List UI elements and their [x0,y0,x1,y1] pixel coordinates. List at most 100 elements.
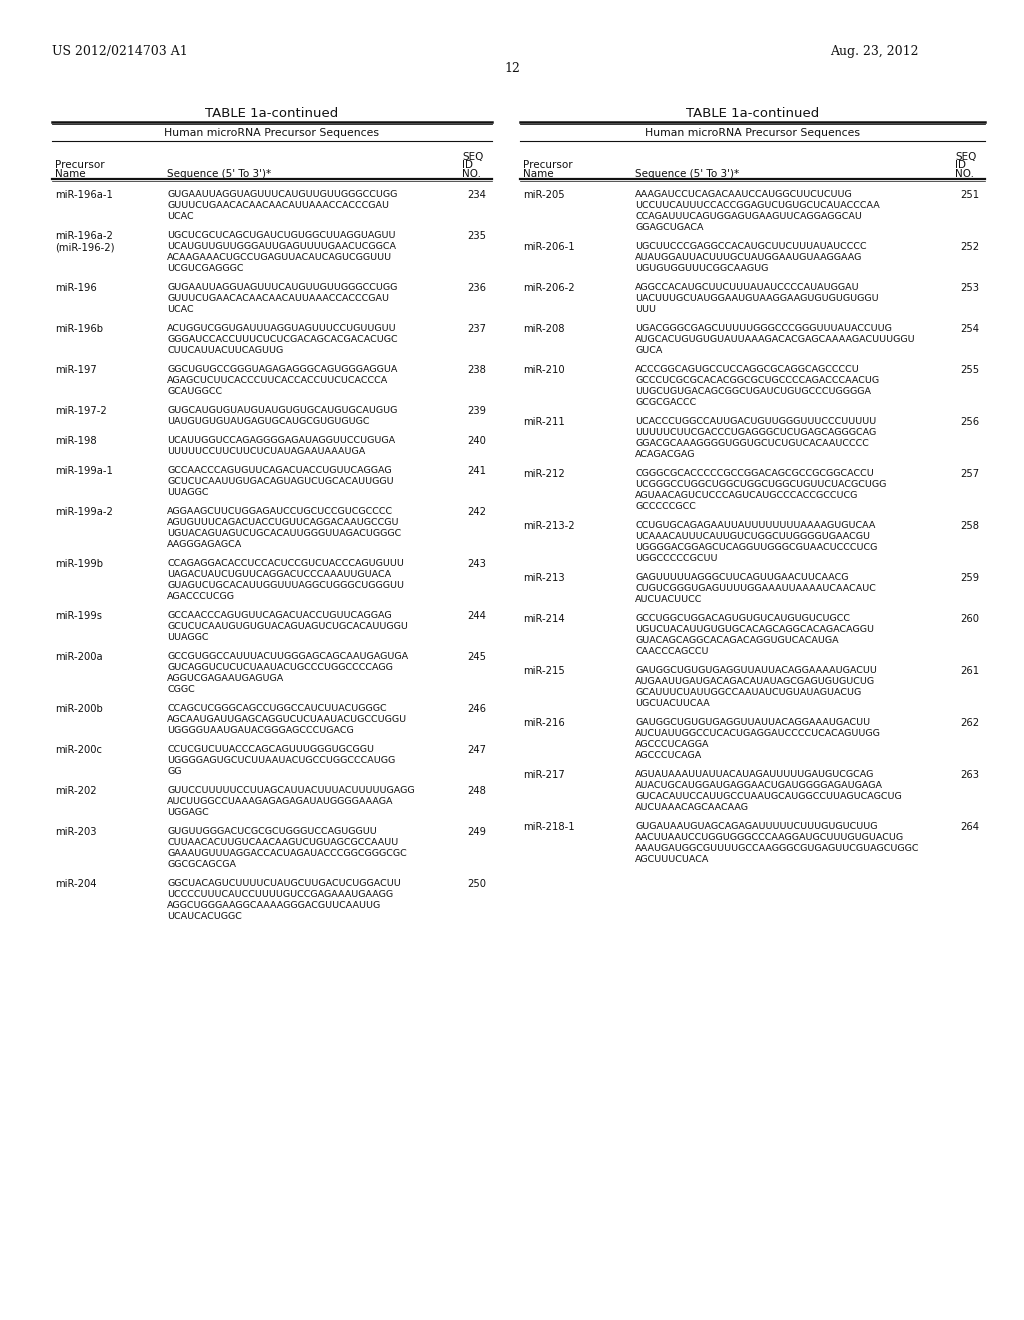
Text: Sequence (5' To 3')*: Sequence (5' To 3')* [167,169,271,180]
Text: AGCCCUCAGGA: AGCCCUCAGGA [635,741,710,748]
Text: miR-208: miR-208 [523,323,564,334]
Text: 249: 249 [467,828,486,837]
Text: GUUUCUGAACACAACAACAUUAAACCACCCGAU: GUUUCUGAACACAACAACAUUAAACCACCCGAU [167,201,389,210]
Text: miR-216: miR-216 [523,718,565,729]
Text: GUGAUAAUGUAGCAGAGAUUUUUCUUUGUGUCUUG: GUGAUAAUGUAGCAGAGAUUUUUCUUUGUGUCUUG [635,822,878,832]
Text: ACAGACGAG: ACAGACGAG [635,450,695,459]
Text: GUAGUCUGCACAUUGGUUUAGGCUGGGCUGGGUU: GUAGUCUGCACAUUGGUUUAGGCUGGGCUGGGUU [167,581,404,590]
Text: GCCAACCCAGUGUUCAGACUACCUGUUCAGGAG: GCCAACCCAGUGUUCAGACUACCUGUUCAGGAG [167,466,391,475]
Text: GAAAUGUUUAGGACCACUAGAUACCCGGCGGGCGC: GAAAUGUUUAGGACCACUAGAUACCCGGCGGGCGC [167,849,407,858]
Text: 236: 236 [467,282,486,293]
Text: SEQ: SEQ [462,152,483,162]
Text: miR-197-2: miR-197-2 [55,407,106,416]
Text: GUGUUGGGACUCGCGCUGGGUCCAGUGGUU: GUGUUGGGACUCGCGCUGGGUCCAGUGGUU [167,828,377,836]
Text: UCAUUGGUCCAGAGGGGAGAUAGGUUCCUGUGA: UCAUUGGUCCAGAGGGGAGAUAGGUUCCUGUGA [167,436,395,445]
Text: UCAC: UCAC [167,305,194,314]
Text: UAUGUGUGUAUGAGUGCAUGCGUGUGUGC: UAUGUGUGUAUGAGUGCAUGCGUGUGUGC [167,417,370,426]
Text: miR-196b: miR-196b [55,323,103,334]
Text: UCAUGUUGUUGGGAUUGAGUUUUGAACUCGGCA: UCAUGUUGUUGGGAUUGAGUUUUGAACUCGGCA [167,242,396,251]
Text: Precursor: Precursor [55,160,104,170]
Text: miR-214: miR-214 [523,614,564,624]
Text: AUACUGCAUGGAUGAGGAACUGAUGGGGAGAUGAGA: AUACUGCAUGGAUGAGGAACUGAUGGGGAGAUGAGA [635,781,883,789]
Text: GUCA: GUCA [635,346,663,355]
Text: CGGC: CGGC [167,685,195,694]
Text: miR-203: miR-203 [55,828,96,837]
Text: 242: 242 [467,507,486,517]
Text: AAGGGAGAGCA: AAGGGAGAGCA [167,540,243,549]
Text: 237: 237 [467,323,486,334]
Text: UCCUUCAUUUCCACCGGAGUCUGUGCUCAUACCCAA: UCCUUCAUUUCCACCGGAGUCUGUGCUCAUACCCAA [635,201,880,210]
Text: UGCUUCCCGAGGCCACAUGCUUCUUUAUAUCCCC: UGCUUCCCGAGGCCACAUGCUUCUUUAUAUCCCC [635,242,866,251]
Text: 239: 239 [467,407,486,416]
Text: AUGCACUGUGUGUAUUAAAGACACGAGCAAAAGACUUUGGU: AUGCACUGUGUGUAUUAAAGACACGAGCAAAAGACUUUGG… [635,335,915,345]
Text: GCGCGACCC: GCGCGACCC [635,399,696,407]
Text: AGGAAGCUUCUGGAGAUCCUGCUCCGUCGCCCC: AGGAAGCUUCUGGAGAUCCUGCUCCGUCGCCCC [167,507,393,516]
Text: 247: 247 [467,744,486,755]
Text: AGAGCUCUUCACCCUUCACCACCUUCUCACCCA: AGAGCUCUUCACCCUUCACCACCUUCUCACCCA [167,376,388,385]
Text: UUAGGC: UUAGGC [167,488,209,498]
Text: AACUUAAUCCUGGUGGGCCCAAGGAUGCUUUGUGUACUG: AACUUAAUCCUGGUGGGCCCAAGGAUGCUUUGUGUACUG [635,833,904,842]
Text: miR-204: miR-204 [55,879,96,888]
Text: TABLE 1a-continued: TABLE 1a-continued [206,107,339,120]
Text: miR-206-1: miR-206-1 [523,242,574,252]
Text: miR-200a: miR-200a [55,652,102,663]
Text: CCUGUGCAGAGAAUUAUUUUUUUUAAAAGUGUCAA: CCUGUGCAGAGAAUUAUUUUUUUUAAAAGUGUCAA [635,521,876,531]
Text: AAAGAUCCUCAGACAAUCCAUGGCUUCUCUUG: AAAGAUCCUCAGACAAUCCAUGGCUUCUCUUG [635,190,853,199]
Text: UUUUUCUUCGACCCUGAGGGCUCUGAGCAGGGCAG: UUUUUCUUCGACCCUGAGGGCUCUGAGCAGGGCAG [635,428,877,437]
Text: AGGUCGAGAAUGAGUGA: AGGUCGAGAAUGAGUGA [167,675,285,682]
Text: UGUACAGUAGUCUGCACAUUGGGUUAGACUGGGC: UGUACAGUAGUCUGCACAUUGGGUUAGACUGGGC [167,529,401,539]
Text: 264: 264 [961,822,979,832]
Text: GAUGGCUGUGUGAGGUUAUUACAGGAAAUGACUU: GAUGGCUGUGUGAGGUUAUUACAGGAAAUGACUU [635,718,870,727]
Text: 263: 263 [961,770,979,780]
Text: UACUUUGCUAUGGAAUGUAAGGAAGUGUGUGUGGU: UACUUUGCUAUGGAAUGUAAGGAAGUGUGUGUGGU [635,294,879,304]
Text: 241: 241 [467,466,486,477]
Text: 256: 256 [961,417,979,426]
Text: ACCCGGCAGUGCCUCCAGGCGCAGGCAGCCCCU: ACCCGGCAGUGCCUCCAGGCGCAGGCAGCCCCU [635,366,860,374]
Text: UCAUCACUGGC: UCAUCACUGGC [167,912,242,921]
Text: miR-199s: miR-199s [55,611,102,620]
Text: AUCUAUUGGCCUCACUGAGGAUCCCCUCACAGUUGG: AUCUAUUGGCCUCACUGAGGAUCCCCUCACAGUUGG [635,729,881,738]
Text: AGUAACAGUCUCCCAGUCAUGCCCACCGCCUCG: AGUAACAGUCUCCCAGUCAUGCCCACCGCCUCG [635,491,858,500]
Text: GUUCCUUUUUCCUUAGCAUUACUUUACUUUUUGAGG: GUUCCUUUUUCCUUAGCAUUACUUUACUUUUUGAGG [167,785,415,795]
Text: UCGUCGAGGGC: UCGUCGAGGGC [167,264,244,273]
Text: ACUGGUCGGUGAUUUAGGUAGUUUCCUGUUGUU: ACUGGUCGGUGAUUUAGGUAGUUUCCUGUUGUU [167,323,396,333]
Text: miR-198: miR-198 [55,436,96,446]
Text: 244: 244 [467,611,485,620]
Text: 261: 261 [961,667,979,676]
Text: Sequence (5' To 3')*: Sequence (5' To 3')* [635,169,739,180]
Text: miR-200c: miR-200c [55,744,102,755]
Text: GCCCCCGCC: GCCCCCGCC [635,502,696,511]
Text: TABLE 1a-continued: TABLE 1a-continued [686,107,819,120]
Text: 262: 262 [961,718,979,729]
Text: GCAUGGCC: GCAUGGCC [167,387,222,396]
Text: miR-215: miR-215 [523,667,565,676]
Text: GCCGUGGCCAUUUACUUGGGAGCAGCAAUGAGUGA: GCCGUGGCCAUUUACUUGGGAGCAGCAAUGAGUGA [167,652,409,661]
Text: UGGCCCCCGCUU: UGGCCCCCGCUU [635,554,718,564]
Text: UCAC: UCAC [167,213,194,220]
Text: GCCUGGCUGGACAGUGUGUCAUGUGUCUGCC: GCCUGGCUGGACAGUGUGUCAUGUGUCUGCC [635,614,850,623]
Text: UUAGGC: UUAGGC [167,634,209,642]
Text: CUGUCGGGUGAGUUUUGGAAAUUAAAAUCAACAUC: CUGUCGGGUGAGUUUUGGAAAUUAAAAUCAACAUC [635,583,876,593]
Text: GGAGCUGACA: GGAGCUGACA [635,223,703,232]
Text: 253: 253 [961,282,979,293]
Text: (miR-196-2): (miR-196-2) [55,242,115,252]
Text: UCAAACAUUUCAUUGUCUGGCUUGGGGUGAACGU: UCAAACAUUUCAUUGUCUGGCUUGGGGUGAACGU [635,532,870,541]
Text: AUGAAUUGAUGACAGACAUAUAGCGAGUGUGUCUG: AUGAAUUGAUGACAGACAUAUAGCGAGUGUGUCUG [635,677,876,686]
Text: AAAUGAUGGCGUUUUGCCAAGGGCGUGAGUUCGUAGCUGGC: AAAUGAUGGCGUUUUGCCAAGGGCGUGAGUUCGUAGCUGG… [635,843,920,853]
Text: 248: 248 [467,785,485,796]
Text: UGGGGACGGAGCUCAGGUUGGGCGUAACUCCCUCG: UGGGGACGGAGCUCAGGUUGGGCGUAACUCCCUCG [635,543,878,552]
Text: miR-213-2: miR-213-2 [523,521,574,531]
Text: AGCCCUCAGA: AGCCCUCAGA [635,751,702,760]
Text: miR-199b: miR-199b [55,558,103,569]
Text: GUGAAUUAGGUAGUUUCAUGUUGUUGGGCCUGG: GUGAAUUAGGUAGUUUCAUGUUGUUGGGCCUGG [167,190,397,199]
Text: miR-217: miR-217 [523,770,565,780]
Text: GAUGGCUGUGUGAGGUUAUUACAGGAAAAUGACUU: GAUGGCUGUGUGAGGUUAUUACAGGAAAAUGACUU [635,667,877,675]
Text: 238: 238 [467,366,485,375]
Text: 260: 260 [961,614,979,624]
Text: UUGCUGUGACAGCGGCUGAUCUGUGCCCUGGGGA: UUGCUGUGACAGCGGCUGAUCUGUGCCCUGGGGA [635,387,871,396]
Text: Name: Name [55,169,86,180]
Text: miR-199a-1: miR-199a-1 [55,466,113,477]
Text: 234: 234 [467,190,485,201]
Text: 257: 257 [961,469,979,479]
Text: GUACAGCAGGCACAGACAGGUGUCACAUGA: GUACAGCAGGCACAGACAGGUGUCACAUGA [635,636,839,645]
